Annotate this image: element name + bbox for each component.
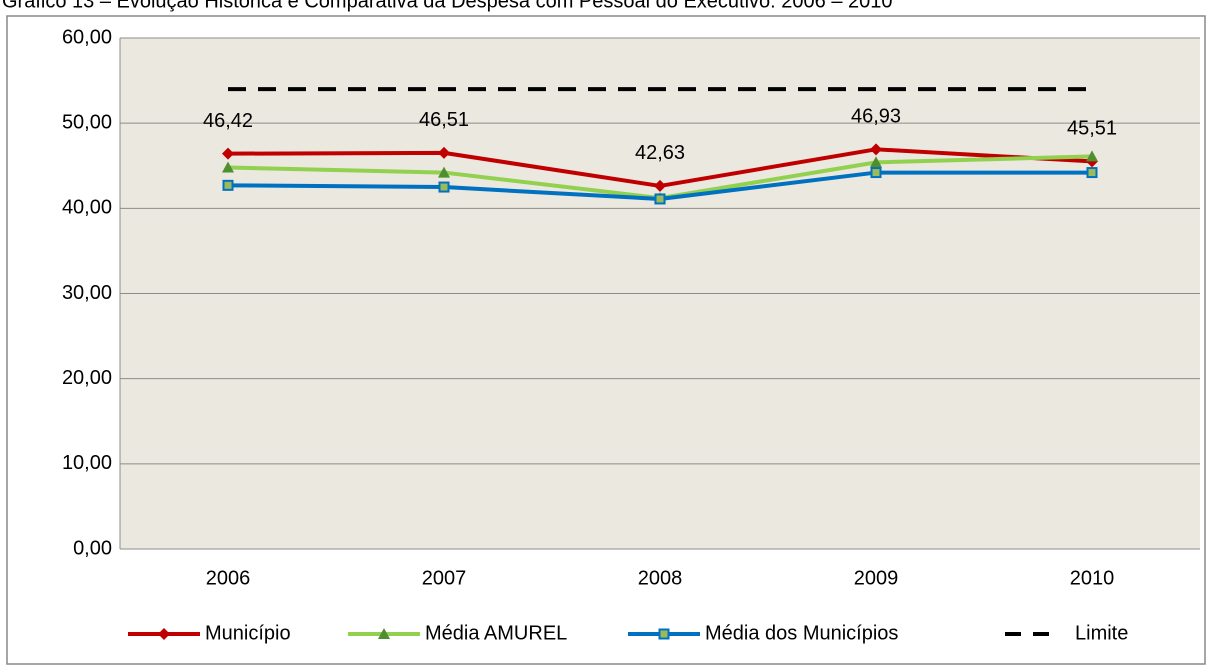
point	[438, 181, 450, 193]
point	[870, 167, 882, 179]
point	[870, 143, 882, 156]
data-label: 46,42	[203, 110, 253, 132]
legend-label: Limite	[1075, 622, 1128, 644]
data-label: 45,51	[1067, 118, 1117, 140]
point	[1086, 150, 1098, 162]
point	[438, 146, 450, 159]
point	[222, 161, 234, 173]
point	[222, 147, 234, 160]
point	[654, 179, 666, 192]
x-tick-label: 2007	[422, 567, 467, 589]
point	[1086, 167, 1098, 179]
y-tick-label: 50,00	[62, 111, 112, 133]
legend-marker	[378, 628, 390, 639]
y-tick-label: 0,00	[73, 537, 112, 559]
x-tick-label: 2009	[854, 567, 899, 589]
x-tick-label: 2006	[206, 567, 251, 589]
y-tick-label: 40,00	[62, 197, 112, 219]
data-label: 46,93	[851, 106, 901, 128]
y-tick-label: 20,00	[62, 367, 112, 389]
y-tick-label: 10,00	[62, 452, 112, 474]
y-tick-label: 60,00	[62, 26, 112, 48]
point	[438, 166, 450, 178]
x-tick-label: 2010	[1070, 567, 1115, 589]
point	[222, 179, 234, 191]
legend-label: Município	[205, 622, 291, 644]
data-label: 46,51	[419, 109, 469, 131]
point	[870, 156, 882, 168]
legend-marker	[158, 628, 170, 640]
point	[654, 193, 666, 205]
y-tick-label: 30,00	[62, 282, 112, 304]
legend-marker	[658, 628, 670, 640]
legend-label: Média AMUREL	[425, 622, 567, 644]
chart-title: Gráfico 13 – Evolução Histórica e Compar…	[2, 0, 893, 12]
x-tick-label: 2008	[638, 567, 683, 589]
data-label: 42,63	[635, 142, 685, 164]
legend-label: Média dos Municípios	[705, 622, 898, 644]
